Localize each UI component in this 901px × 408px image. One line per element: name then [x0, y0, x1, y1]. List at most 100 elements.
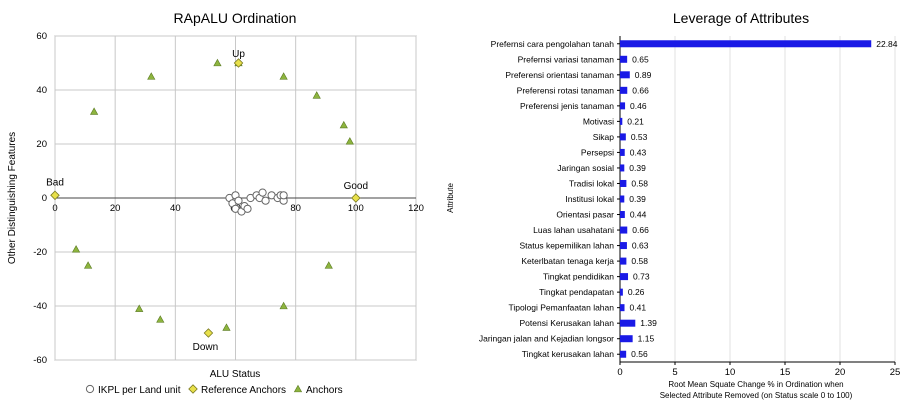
- leverage-bar: [620, 102, 626, 110]
- ordination-x-axis-label: ALU Status: [210, 369, 261, 380]
- leverage-bar: [620, 71, 630, 79]
- leverage-category-label: Sikap: [593, 132, 615, 142]
- ordination-points: [50, 58, 361, 338]
- ikpl-point: [279, 191, 288, 200]
- anchor-point: [324, 261, 333, 269]
- leverage-category-label: Orientasi pasar: [556, 210, 614, 220]
- legend-anchor-point-symbol: [293, 384, 303, 393]
- leverage-bar: [620, 164, 625, 172]
- leverage-bar: [620, 148, 625, 156]
- leverage-x-axis-label-line1: Root Mean Squate Change % in Ordination …: [668, 380, 843, 389]
- leverage-value-label: 0.39: [629, 194, 646, 204]
- leverage-category-label: Luas lahan usahatani: [533, 225, 614, 235]
- leverage-category-label: Preferensi orientasi tanaman: [505, 70, 614, 80]
- leverage-value-label: 0.73: [633, 272, 650, 282]
- anchor-point: [312, 91, 321, 99]
- leverage-value-label: 0.26: [628, 287, 645, 297]
- leverage-bar: [620, 273, 629, 281]
- leverage-category-label: Tradisi lokal: [569, 178, 614, 188]
- leverage-bar: [620, 117, 623, 125]
- leverage-value-label: 1.39: [640, 318, 657, 328]
- ordination-x-tick-label: 120: [408, 203, 424, 214]
- ordination-title: RApALU Ordination: [174, 10, 297, 26]
- leverage-category-label: Tingkat kerusakan lahan: [522, 349, 615, 359]
- legend-entry-label: IKPL per Land unit: [98, 385, 181, 396]
- leverage-value-label: 0.46: [630, 101, 647, 111]
- ikpl-point: [234, 196, 243, 205]
- ordination-y-tick-label: 60: [36, 31, 47, 42]
- leverage-x-tick-label: 15: [780, 367, 791, 378]
- leverage-bar: [620, 257, 627, 265]
- leverage-bar: [620, 211, 625, 219]
- leverage-value-label: 1.15: [638, 334, 655, 344]
- anchor-point: [83, 261, 93, 269]
- anchor-point: [339, 120, 348, 129]
- ikpl-point: [261, 196, 270, 205]
- leverage-x-tick-label: 0: [617, 367, 622, 378]
- leverage-value-label: 0.89: [635, 70, 652, 80]
- leverage-value-label: 0.58: [631, 178, 648, 188]
- leverage-category-label: Tingkat pendapatan: [539, 287, 614, 297]
- leverage-x-tick-label: 5: [672, 367, 677, 378]
- anchor-point: [213, 58, 222, 67]
- leverage-value-label: 0.41: [630, 303, 647, 313]
- leverage-value-label: 0.53: [631, 132, 648, 142]
- leverage-x-axis-label-line2: Selected Attribute Removed (on Status sc…: [660, 391, 853, 400]
- leverage-value-label: 0.56: [631, 349, 648, 359]
- leverage-bar: [620, 179, 627, 187]
- leverage-bar: [620, 242, 627, 250]
- anchor-point: [71, 245, 81, 253]
- reference-anchor-point: [351, 193, 361, 203]
- leverage-category-label: Tipologi Pemanfaatan lahan: [508, 303, 614, 313]
- leverage-category-label: Keterlbatan tenaga kerja: [521, 256, 614, 266]
- reference-anchor-point: [50, 190, 60, 201]
- leverage-category-label: Preferensi rotasi tanaman: [517, 85, 615, 95]
- legend-reference-anchor-point-symbol: [188, 384, 198, 394]
- leverage-bar: [620, 335, 633, 343]
- leverage-chart: Leverage of Attributes Prefernsi cara pe…: [446, 10, 900, 400]
- ordination-x-tick-label: 20: [110, 203, 121, 214]
- anchor-point: [279, 301, 288, 310]
- leverage-bar: [620, 288, 623, 296]
- ordination-x-tick-label: 40: [170, 203, 181, 214]
- reference-anchor-point: [233, 58, 244, 68]
- leverage-category-label: Persepsi: [581, 147, 614, 157]
- leverage-category-label: Tingkat pendidikan: [543, 272, 614, 282]
- leverage-value-label: 0.66: [632, 85, 649, 95]
- leverage-bar: [620, 195, 625, 203]
- ordination-legend: IKPL per Land unit Reference Anchors Ancho…: [85, 384, 343, 396]
- leverage-category-label: Jaringan jalan and Kejadian longsor: [479, 334, 614, 344]
- leverage-value-label: 0.21: [627, 116, 644, 126]
- reference-anchor-point: [203, 328, 214, 338]
- leverage-category-label: Jaringan sosial: [557, 163, 614, 173]
- leverage-bars: Prefernsi cara pengolahan tanah 22.84 Pref…: [479, 39, 898, 359]
- anchor-point: [279, 72, 288, 80]
- leverage-x-tick-label: 25: [890, 367, 901, 378]
- legend-entry-label: Anchors: [306, 385, 343, 396]
- leverage-bar: [620, 226, 628, 234]
- leverage-value-label: 0.66: [632, 225, 649, 235]
- leverage-bar: [620, 133, 626, 141]
- leverage-category-label: Potensi Kerusakan lahan: [519, 318, 614, 328]
- ordination-annotation: Bad: [46, 177, 64, 188]
- ordination-y-tick-label: -40: [33, 301, 47, 312]
- leverage-x-ticks: 0 5 10 15 20 25: [617, 362, 900, 378]
- leverage-bar: [620, 304, 625, 312]
- leverage-category-label: Status kepemilikan lahan: [519, 241, 614, 251]
- leverage-bar: [620, 40, 872, 48]
- leverage-grid: [674, 36, 896, 362]
- legend-entry-label: Reference Anchors: [201, 385, 286, 396]
- anchor-point: [135, 304, 144, 312]
- ordination-y-tick-label: -20: [33, 247, 47, 258]
- anchor-point: [156, 315, 165, 323]
- leverage-bar: [620, 350, 627, 358]
- ordination-y-tick-label: -60: [33, 355, 47, 366]
- leverage-bar: [620, 86, 628, 94]
- leverage-bar: [620, 55, 628, 63]
- leverage-category-label: Motivasi: [583, 116, 614, 126]
- ordination-x-tick-label: 100: [348, 203, 364, 214]
- ordination-annotation: Good: [344, 181, 368, 192]
- leverage-value-label: 0.63: [632, 241, 649, 251]
- anchor-point: [345, 137, 354, 145]
